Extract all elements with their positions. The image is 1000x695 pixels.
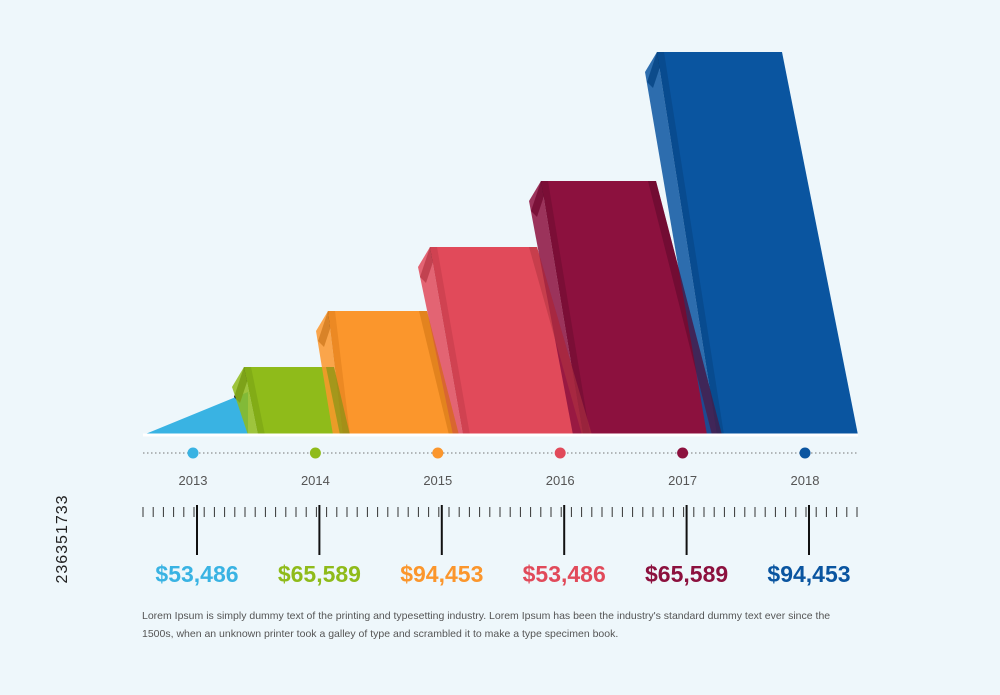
year-label-2014: 2014 [301, 473, 330, 488]
marker-dot-2016 [554, 447, 566, 459]
description-text: Lorem Ipsum is simply dummy text of the … [142, 610, 831, 640]
value-label-2014: $65,589 [278, 561, 361, 587]
bar-shade-2017 [541, 181, 590, 435]
value-label-2017: $65,589 [645, 561, 728, 587]
year-label-2017: 2017 [668, 473, 697, 488]
bar-2016 [430, 247, 592, 435]
marker-dot-2018 [799, 447, 811, 459]
bar-shade-2015 [328, 311, 350, 435]
bar-shade-2018 [657, 52, 724, 435]
year-label-2018: 2018 [791, 473, 820, 488]
bars-layer [143, 52, 858, 435]
bar-edge-2017 [648, 181, 722, 435]
bar-2018 [657, 52, 858, 435]
year-label-2016: 2016 [546, 473, 575, 488]
bar-side-2016 [418, 247, 463, 435]
year-label-2013: 2013 [179, 473, 208, 488]
stock-id-text: 236351733 [54, 494, 71, 584]
bar-side-2018 [645, 52, 717, 435]
bar-2013 [143, 392, 248, 435]
value-label-2015: $94,453 [400, 561, 483, 587]
marker-dot-2017 [677, 447, 689, 459]
marker-dot-2014 [309, 447, 321, 459]
bar-shade-2014 [244, 367, 265, 435]
value-label-2013: $53,486 [155, 561, 238, 587]
bar-edge-2014 [326, 367, 350, 435]
bar-edge-2016 [529, 247, 592, 435]
markers-layer [187, 447, 811, 459]
value-label-2018: $94,453 [767, 561, 850, 587]
bar-2017 [541, 181, 722, 435]
year-label-2015: 2015 [423, 473, 452, 488]
bar-side-2014 [232, 367, 258, 435]
marker-dot-2013 [187, 447, 199, 459]
bar-shade-2016 [430, 247, 470, 435]
chart: 2013 $53,486 2014 $65,589 2015 $94,453 2016 $53… [142, 52, 858, 587]
value-label-2016: $53,486 [523, 561, 606, 587]
labels-layer: 2013 $53,486 2014 $65,589 2015 $94,453 2016 $53… [155, 473, 850, 587]
ruler-layer [142, 505, 858, 555]
bar-2015 [328, 311, 459, 435]
bar-edge-2015 [419, 311, 459, 435]
bar-2014 [244, 367, 350, 435]
marker-dot-2015 [432, 447, 444, 459]
